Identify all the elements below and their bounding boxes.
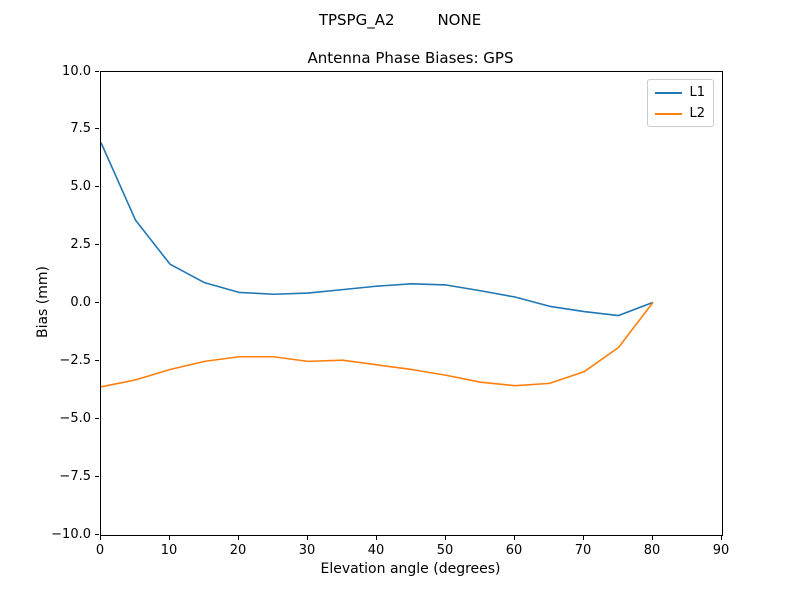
y-tick-label: 0.0	[70, 295, 91, 310]
y-tick-mark	[95, 186, 99, 188]
l2-line-swatch	[655, 112, 683, 115]
y-tick-mark	[95, 359, 99, 361]
y-tick-mark	[95, 533, 99, 535]
y-tick-label: 10.0	[62, 63, 91, 79]
x-tick-mark	[99, 536, 101, 540]
y-tick-label: −2.5	[59, 352, 91, 368]
x-tick-label: 20	[229, 543, 247, 558]
legend-label-l1: L1	[689, 85, 705, 100]
x-tick-label: 0	[95, 543, 105, 558]
l1-line-swatch	[655, 91, 683, 94]
x-tick-mark	[720, 536, 722, 540]
x-tick-mark	[168, 536, 170, 540]
y-tick-mark	[95, 417, 99, 419]
y-tick-mark	[95, 244, 99, 246]
legend-label-l2: L2	[689, 106, 705, 121]
y-tick-mark	[95, 128, 99, 130]
line-plot-canvas	[101, 142, 654, 388]
x-tick-mark	[651, 536, 653, 540]
x-axis-label: Elevation angle (degrees)	[320, 561, 501, 577]
y-tick-mark	[95, 475, 99, 477]
y-tick-label: −10.0	[51, 526, 91, 542]
y-tick-label: −7.5	[59, 468, 91, 484]
x-tick-mark	[444, 536, 446, 540]
x-tick-label: 90	[712, 543, 730, 558]
x-tick-label: 60	[505, 543, 523, 558]
x-tick-mark	[306, 536, 308, 540]
x-tick-label: 40	[367, 543, 385, 558]
y-tick-mark	[95, 70, 99, 72]
y-tick-label: 7.5	[70, 121, 91, 137]
x-tick-mark	[375, 536, 377, 540]
y-tick-label: 5.0	[70, 179, 91, 195]
x-tick-label: 10	[160, 543, 178, 558]
l1-line	[101, 142, 654, 317]
legend: L1 L2	[647, 79, 714, 127]
x-tick-mark	[582, 536, 584, 540]
y-tick-mark	[95, 302, 99, 303]
x-tick-mark	[513, 536, 515, 540]
y-tick-label: −5.0	[59, 410, 91, 426]
x-tick-label: 80	[643, 543, 661, 558]
y-tick-label: 2.5	[70, 237, 91, 253]
x-tick-label: 70	[574, 543, 592, 558]
x-tick-label: 30	[298, 543, 316, 558]
legend-item-l2: L2	[655, 106, 705, 121]
x-tick-label: 50	[436, 543, 454, 558]
x-tick-mark	[237, 536, 239, 540]
chart-title: Antenna Phase Biases: GPS	[307, 49, 514, 67]
legend-item-l1: L1	[655, 85, 705, 100]
l2-line	[101, 301, 654, 388]
plot-area: L1 L2	[100, 71, 723, 536]
figure-suptitle: TPSPG_A2 NONE	[318, 11, 482, 29]
